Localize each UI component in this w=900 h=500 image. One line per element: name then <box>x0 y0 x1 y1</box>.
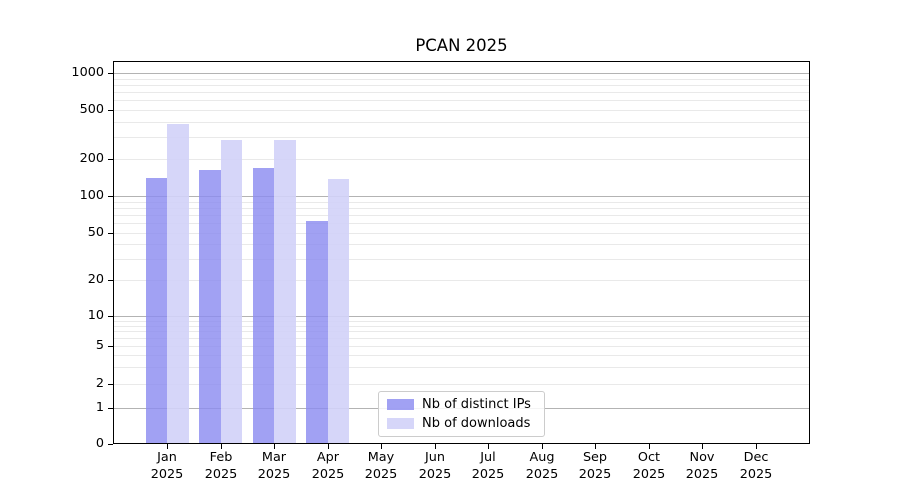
bar-feb-downloads <box>220 140 243 443</box>
y-tick-label-1000: 1000 <box>71 65 104 80</box>
gridline-minor <box>114 100 809 101</box>
gridline-minor <box>114 346 809 347</box>
gridline-minor <box>114 233 809 234</box>
gridline-minor <box>114 208 809 209</box>
y-tick-label-20: 20 <box>87 272 104 287</box>
x-tick-label-nov: Nov 2025 <box>685 450 719 482</box>
legend-swatch-distinct-ips <box>387 399 414 410</box>
bar-jan-downloads <box>167 123 189 443</box>
legend-entry-distinct-ips: Nb of distinct IPs <box>387 397 536 413</box>
y-tick-label-5: 5 <box>95 338 104 353</box>
gridline-minor <box>114 355 809 356</box>
x-tick-label-dec: Dec 2025 <box>739 450 773 482</box>
y-tick-label-200: 200 <box>79 151 104 166</box>
gridline-major <box>114 73 809 74</box>
x-tick-label-jan: Jan 2025 <box>150 450 184 482</box>
x-tick-mark <box>328 444 329 449</box>
legend-label-downloads: Nb of downloads <box>422 415 531 431</box>
x-tick-mark <box>167 444 168 449</box>
gridline-minor <box>114 326 809 327</box>
y-tick-label-100: 100 <box>79 188 104 203</box>
y-tick-label-2: 2 <box>95 376 104 391</box>
y-tick-mark <box>108 408 113 409</box>
x-tick-mark <box>756 444 757 449</box>
gridline-minor <box>114 202 809 203</box>
gridline-minor <box>114 338 809 339</box>
y-tick-mark <box>108 346 113 347</box>
gridline-minor <box>114 137 809 138</box>
legend-label-distinct-ips: Nb of distinct IPs <box>422 396 531 412</box>
x-tick-label-may: May 2025 <box>364 450 398 482</box>
gridline-minor <box>114 79 809 80</box>
y-tick-label-0: 0 <box>95 436 104 451</box>
y-tick-label-10: 10 <box>87 308 104 323</box>
bar-apr-distinct-ips <box>306 220 328 443</box>
x-tick-mark <box>595 444 596 449</box>
bar-apr-downloads <box>327 178 350 443</box>
x-tick-label-mar: Mar 2025 <box>257 450 291 482</box>
gridline-minor <box>114 331 809 332</box>
bar-mar-downloads <box>274 140 296 443</box>
x-tick-mark <box>435 444 436 449</box>
legend-swatch-downloads <box>387 418 414 429</box>
gridline-minor <box>114 122 809 123</box>
x-tick-label-jun: Jun 2025 <box>418 450 452 482</box>
bar-mar-distinct-ips <box>252 167 275 443</box>
y-tick-mark <box>108 233 113 234</box>
x-tick-mark <box>221 444 222 449</box>
x-tick-label-sep: Sep 2025 <box>578 450 612 482</box>
x-tick-label-feb: Feb 2025 <box>204 450 238 482</box>
y-tick-mark <box>108 280 113 281</box>
x-tick-label-aug: Aug 2025 <box>525 450 559 482</box>
gridline-minor <box>114 159 809 160</box>
y-tick-mark <box>108 316 113 317</box>
y-tick-mark <box>108 159 113 160</box>
x-tick-mark <box>649 444 650 449</box>
plot-area <box>113 61 810 444</box>
y-tick-label-50: 50 <box>87 225 104 240</box>
gridline-major <box>114 196 809 197</box>
gridline-minor <box>114 92 809 93</box>
legend: Nb of distinct IPs Nb of downloads <box>378 391 545 437</box>
gridline-minor <box>114 259 809 260</box>
y-tick-mark <box>108 73 113 74</box>
x-tick-mark <box>488 444 489 449</box>
gridline-minor <box>114 321 809 322</box>
x-tick-label-apr: Apr 2025 <box>311 450 345 482</box>
x-tick-mark <box>274 444 275 449</box>
legend-entry-downloads: Nb of downloads <box>387 416 536 432</box>
y-tick-mark <box>108 384 113 385</box>
gridline-minor <box>114 384 809 385</box>
y-tick-label-500: 500 <box>79 102 104 117</box>
y-tick-mark <box>108 110 113 111</box>
x-tick-label-jul: Jul 2025 <box>471 450 505 482</box>
gridline-minor <box>114 110 809 111</box>
x-tick-mark <box>702 444 703 449</box>
bar-jan-distinct-ips <box>145 178 168 443</box>
gridline-major <box>114 316 809 317</box>
gridline-minor <box>114 244 809 245</box>
gridline-minor <box>114 215 809 216</box>
y-tick-label-1: 1 <box>95 400 104 415</box>
gridline-minor <box>114 367 809 368</box>
x-tick-label-oct: Oct 2025 <box>632 450 666 482</box>
x-tick-mark <box>542 444 543 449</box>
x-tick-mark <box>381 444 382 449</box>
gridline-minor <box>114 85 809 86</box>
chart-title: PCAN 2025 <box>415 36 508 55</box>
gridline-minor <box>114 223 809 224</box>
bar-feb-distinct-ips <box>199 170 221 443</box>
y-tick-mark <box>108 444 113 445</box>
gridline-minor <box>114 280 809 281</box>
y-tick-mark <box>108 196 113 197</box>
